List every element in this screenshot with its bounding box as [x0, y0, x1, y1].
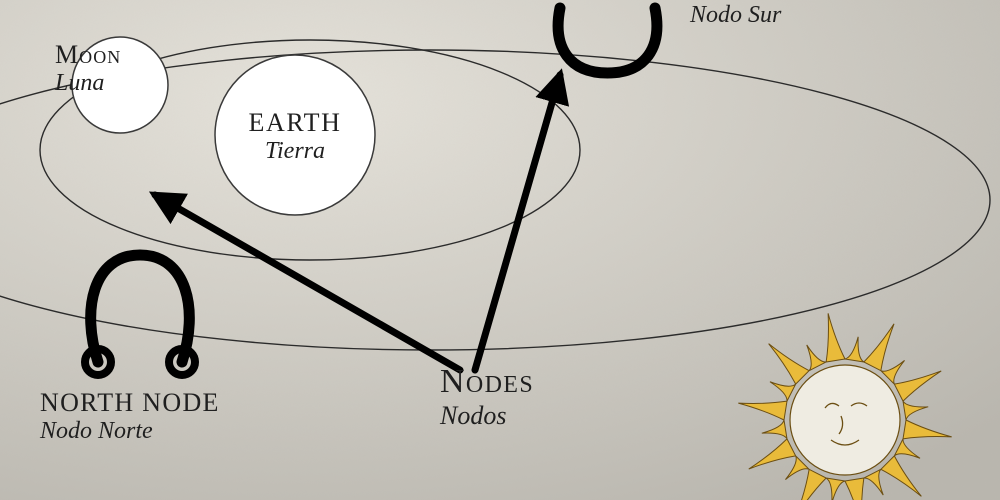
- nodes-label: Nodes Nodos: [440, 362, 534, 431]
- earth-label: EARTH Tierra: [245, 108, 345, 165]
- moon-label: Moon Luna: [55, 40, 121, 97]
- moon-label-en: Moon: [55, 40, 121, 70]
- moon-label-es: Luna: [55, 70, 121, 98]
- north-node-label: NORTH NODE Nodo Norte: [40, 388, 220, 445]
- nodes-label-es: Nodos: [440, 401, 534, 431]
- nodes-label-en: Nodes: [440, 362, 534, 401]
- earth-label-en: EARTH: [245, 108, 345, 138]
- lunar-nodes-diagram: Moon Luna EARTH Tierra Nodo Sur Nodes No…: [0, 0, 1000, 500]
- earth-label-es: Tierra: [245, 138, 345, 166]
- south-node-label: Nodo Sur: [690, 2, 781, 30]
- north-node-label-en: NORTH NODE: [40, 388, 220, 418]
- north-node-label-es: Nodo Norte: [40, 418, 220, 446]
- south-node-label-es: Nodo Sur: [690, 2, 781, 30]
